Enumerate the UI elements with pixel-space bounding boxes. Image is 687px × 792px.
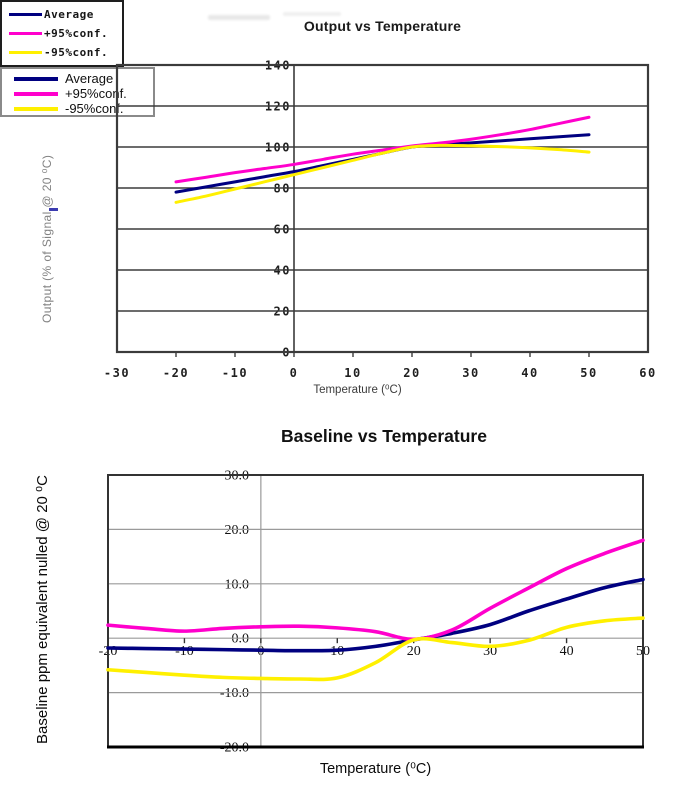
svg-text:20: 20 <box>407 644 421 659</box>
svg-text:60: 60 <box>639 366 656 380</box>
average-line-swatch <box>9 13 42 16</box>
legend-item-plus95: +95%conf. <box>9 27 120 40</box>
scan-smudge <box>283 12 341 16</box>
svg-text:30.0: 30.0 <box>225 470 250 484</box>
baseline-chart-title: Baseline vs Temperature <box>281 426 487 446</box>
svg-text:140: 140 <box>265 60 291 73</box>
svg-text:0.0: 0.0 <box>232 632 250 647</box>
legend-label: -95%conf. <box>44 46 109 59</box>
svg-text:-20: -20 <box>163 366 189 380</box>
svg-text:20.0: 20.0 <box>225 523 250 538</box>
plus95-line-swatch <box>9 32 42 35</box>
svg-text:0: 0 <box>290 366 299 380</box>
output-legend: Average +95%conf. -95%conf. <box>0 0 124 67</box>
legend-item-plus95: +95%conf. <box>14 86 151 101</box>
average-line-swatch <box>14 76 58 81</box>
output-x-axis-title: Temperature (⁰C) <box>313 384 402 396</box>
legend-label: -95%conf. <box>65 101 124 116</box>
svg-text:40: 40 <box>560 644 574 659</box>
svg-text:-10: -10 <box>175 644 194 659</box>
output-chart: Output vs Temperature Output (% of Signa… <box>0 0 687 396</box>
svg-text:10.0: 10.0 <box>225 577 250 592</box>
svg-text:40: 40 <box>521 366 538 380</box>
legend-item-average: Average <box>9 8 120 21</box>
legend-label: +95%conf. <box>44 27 109 40</box>
legend-item-minus95: -95%conf. <box>9 46 120 59</box>
svg-text:-10: -10 <box>222 366 248 380</box>
legend-item-minus95: -95%conf. <box>14 101 151 116</box>
svg-text:30: 30 <box>462 366 479 380</box>
baseline-x-axis-title: Temperature (⁰C) <box>319 761 432 777</box>
legend-label: +95%conf. <box>65 86 127 101</box>
legend-label: Average <box>65 71 114 86</box>
scan-smudge <box>208 15 270 20</box>
minus95-line-swatch <box>14 106 58 111</box>
plus95-line-swatch <box>14 91 58 96</box>
baseline-chart: Baseline vs Temperature Baseline ppm equ… <box>0 67 687 777</box>
svg-text:20: 20 <box>403 366 420 380</box>
output-chart-title: Output vs Temperature <box>303 18 462 34</box>
baseline-plot-area: 30.020.010.00.0-10.0-20.0-20-10010203040… <box>99 470 650 756</box>
baseline-legend: Average +95%conf. -95%conf. <box>0 67 155 117</box>
legend-label: Average <box>44 8 94 21</box>
svg-text:-10.0: -10.0 <box>220 686 249 701</box>
svg-text:-30: -30 <box>104 366 130 380</box>
svg-text:10: 10 <box>344 366 361 380</box>
stray-mark <box>49 208 58 211</box>
legend-item-average: Average <box>14 71 151 86</box>
baseline-y-axis-title: Baseline ppm equivalent nulled @ 20 ⁰C <box>34 475 51 745</box>
svg-text:50: 50 <box>580 366 597 380</box>
output-y-axis-title: Output (% of Signal @ 20 ⁰C) <box>40 154 54 324</box>
minus95-line-swatch <box>9 51 42 54</box>
